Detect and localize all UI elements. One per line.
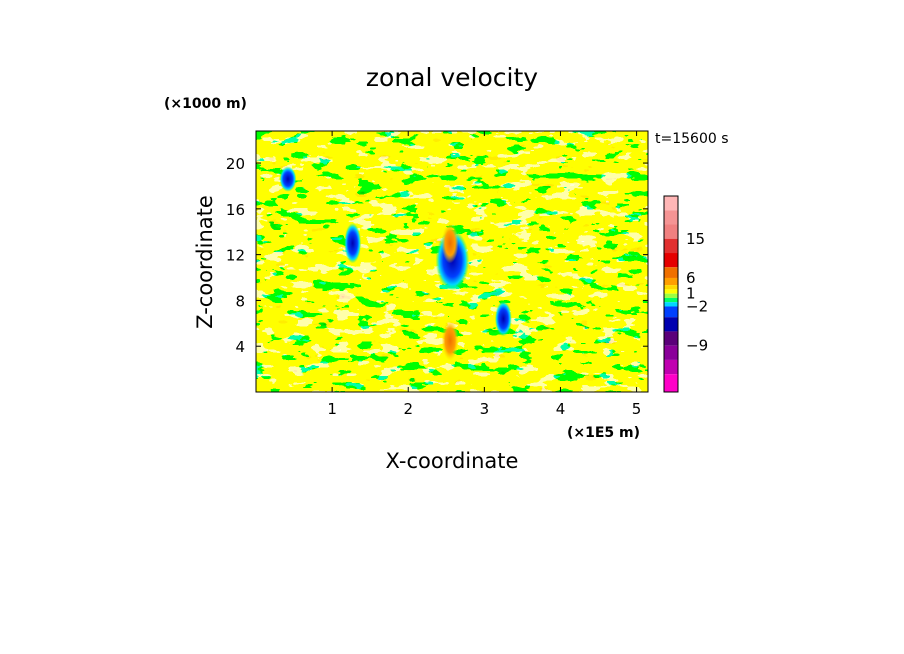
colorbar-band <box>664 285 678 290</box>
x-ticks: 1 2 3 4 5 <box>327 131 641 418</box>
colorbar-band <box>664 293 678 298</box>
colorbar-band <box>664 317 678 332</box>
y-tick-label: 16 <box>226 201 245 219</box>
y-tick-label: 4 <box>235 338 245 356</box>
colorbar-label: −9 <box>686 337 708 355</box>
plot-frame <box>255 130 649 393</box>
field-feature-positive-anomaly <box>441 320 459 361</box>
colorbar-band <box>664 267 678 278</box>
chart-title: zonal velocity <box>366 63 538 92</box>
colorbar-band <box>664 277 678 286</box>
colorbar-band <box>664 196 678 211</box>
x-axis-label: X-coordinate <box>386 449 519 473</box>
colorbar-band <box>664 238 678 254</box>
y-tick-label: 12 <box>226 247 245 265</box>
y-unit-label: (×1000 m) <box>164 96 247 112</box>
x-tick-label: 2 <box>403 400 413 418</box>
colorbar-band <box>664 345 678 360</box>
y-axis-label: Z-coordinate <box>193 195 217 329</box>
colorbar-band <box>664 359 678 375</box>
x-unit-label: (×1E5 m) <box>567 425 640 441</box>
colorbar-band <box>664 297 678 303</box>
heatmap-plot-area <box>256 131 648 392</box>
colorbar-band <box>664 289 678 294</box>
colorbar-label: 6 <box>686 269 696 287</box>
colorbar-band <box>664 253 678 268</box>
time-label: t=15600 s <box>655 131 729 147</box>
y-ticks: 4 8 12 16 20 <box>226 155 648 356</box>
x-tick-label: 3 <box>480 400 490 418</box>
colorbar-band <box>664 374 678 392</box>
colorbar-label: 15 <box>686 230 705 248</box>
colorbar-band <box>664 302 678 307</box>
colorbar-band <box>664 210 678 225</box>
x-tick-label: 4 <box>556 400 566 418</box>
colorbar-label: 1 <box>686 285 696 303</box>
heatmap-features <box>279 166 512 361</box>
field-feature-lower-negative-core <box>495 301 512 337</box>
field-feature-upper-left-core <box>279 166 297 192</box>
colorbar-label: −2 <box>686 297 708 315</box>
colorbar-band <box>664 331 678 346</box>
field-feature-left-negative-core <box>344 223 362 264</box>
colorbar-band <box>664 306 678 318</box>
colorbar-frame <box>663 195 679 393</box>
colorbar: 15 61−2 −9 <box>663 195 708 393</box>
x-tick-label: 1 <box>327 400 337 418</box>
x-tick-label: 5 <box>632 400 642 418</box>
y-tick-label: 20 <box>226 155 245 173</box>
colorbar-band <box>664 224 678 239</box>
y-tick-label: 8 <box>235 292 245 310</box>
field-feature-positive-anomaly-2 <box>441 223 459 264</box>
